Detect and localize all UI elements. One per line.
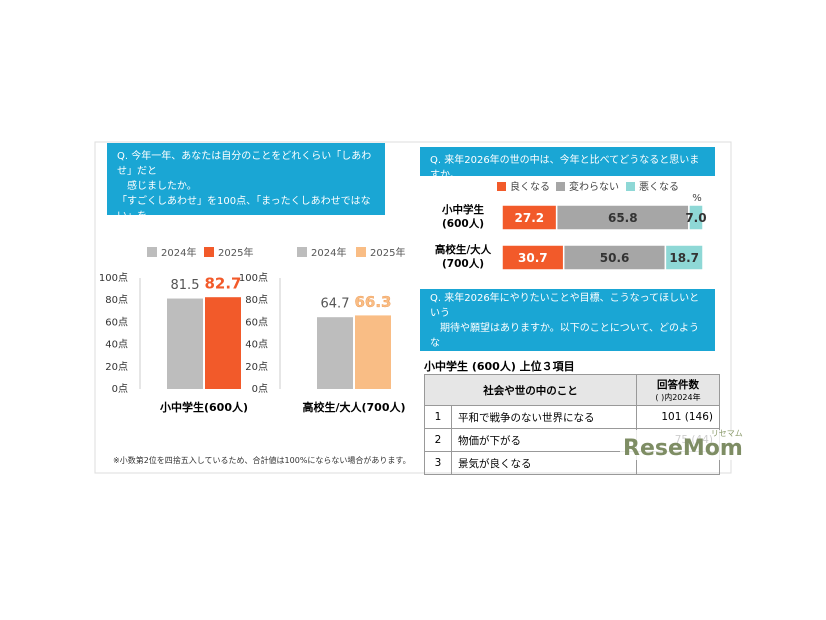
legend-swatch (556, 182, 565, 191)
legend-swatch (204, 247, 214, 257)
y-tick-label: 0点 (252, 383, 268, 395)
bar (205, 297, 241, 389)
value-label: 50.6 (600, 251, 630, 265)
category-label: 小中学生 (600人) (441, 204, 484, 230)
header-cell: 社会や世の中のこと (424, 374, 637, 406)
header-sub: ( )内2024年 (655, 393, 701, 402)
table-cell: 1 (424, 405, 452, 429)
y-tick-label: 40点 (105, 339, 128, 351)
value-label: 65.8 (608, 211, 638, 225)
bar-segment (664, 244, 704, 271)
legend-swatch (147, 247, 157, 257)
table-cell: 物価が下がる (451, 428, 637, 452)
value-label: 18.7 (669, 251, 699, 265)
legend-swatch (356, 247, 366, 257)
bar (355, 315, 391, 389)
y-tick-label: 100点 (99, 272, 128, 284)
table-row: 1 平和で戦争のない世界になる 101 (146) (424, 405, 720, 429)
unit-label: % (692, 193, 702, 204)
x-tick-label: 高校生/大人(700人) (302, 400, 405, 414)
legend-label: 2024年 (161, 246, 196, 259)
bar (167, 298, 203, 389)
table-title: 小中学生 (600人) 上位３項目 (424, 360, 575, 373)
header-cell: 回答件数 ( )内2024年 (636, 374, 720, 406)
question-1: Q. 今年一年、あなたは自分のことをどれくらい「しあわせ」だと 感じましたか。 … (107, 143, 385, 237)
value-label: 82.7 (204, 275, 241, 293)
watermark-sub: リセマム (710, 429, 743, 438)
legend-swatch (297, 247, 307, 257)
y-tick-label: 60点 (105, 316, 128, 328)
value-label: 7.0 (685, 211, 706, 225)
legend-label: 2024年 (311, 246, 346, 259)
y-tick-label: 60点 (245, 316, 268, 328)
legend-label: 悪くなる (639, 181, 679, 193)
question-2: Q. 来年2026年の世の中は、今年と比べてどうなると思いますか。 (420, 147, 715, 181)
watermark: リセマム ReseMom (620, 430, 746, 460)
y-tick-label: 100点 (239, 272, 268, 284)
value-label: 64.7 (321, 297, 350, 312)
table-header: 社会や世の中のこと 回答件数 ( )内2024年 (424, 374, 720, 406)
table-cell: 2 (424, 428, 452, 452)
legend-label: 2025年 (370, 246, 405, 259)
legend-label: 変わらない (569, 180, 619, 193)
y-tick-label: 40点 (245, 339, 268, 351)
x-tick-label: 小中学生(600人) (159, 400, 248, 414)
value-label: 30.7 (518, 251, 548, 265)
bar (317, 317, 353, 389)
watermark-logo: ReseMom (623, 436, 743, 461)
value-label: 81.5 (171, 278, 200, 293)
frame (94, 141, 732, 474)
table-cell: 101 (146) (636, 405, 720, 429)
legend-label: 2025年 (218, 246, 253, 259)
bar-segment (501, 244, 565, 271)
y-tick-label: 0点 (112, 383, 128, 395)
table-cell: 景気が良くなる (451, 451, 637, 475)
y-tick-label: 20点 (105, 361, 128, 373)
legend-swatch (497, 182, 506, 191)
y-tick-label: 80点 (245, 294, 268, 306)
category-label: 高校生/大人 (700人) (434, 244, 492, 270)
bar-segment (688, 204, 704, 231)
legend-label: 良くなる (510, 180, 550, 193)
value-label: 27.2 (515, 211, 545, 225)
table-cell: 3 (424, 451, 452, 475)
bar-segment (555, 204, 690, 231)
legend-swatch (626, 182, 635, 191)
y-tick-label: 20点 (245, 361, 268, 373)
y-tick-label: 80点 (105, 294, 128, 306)
question-3: Q. 来年2026年にやりたいことや目標、こうなってほしいという 期待や願望はあ… (420, 289, 715, 379)
value-label: 66.3 (354, 293, 391, 311)
header-text: 回答件数 (657, 379, 699, 391)
footnote: ※小数第2位を四捨五入しているため、合計値は100%にならない場合があります。 (113, 456, 411, 465)
table-cell: 平和で戦争のない世界になる (451, 405, 637, 429)
